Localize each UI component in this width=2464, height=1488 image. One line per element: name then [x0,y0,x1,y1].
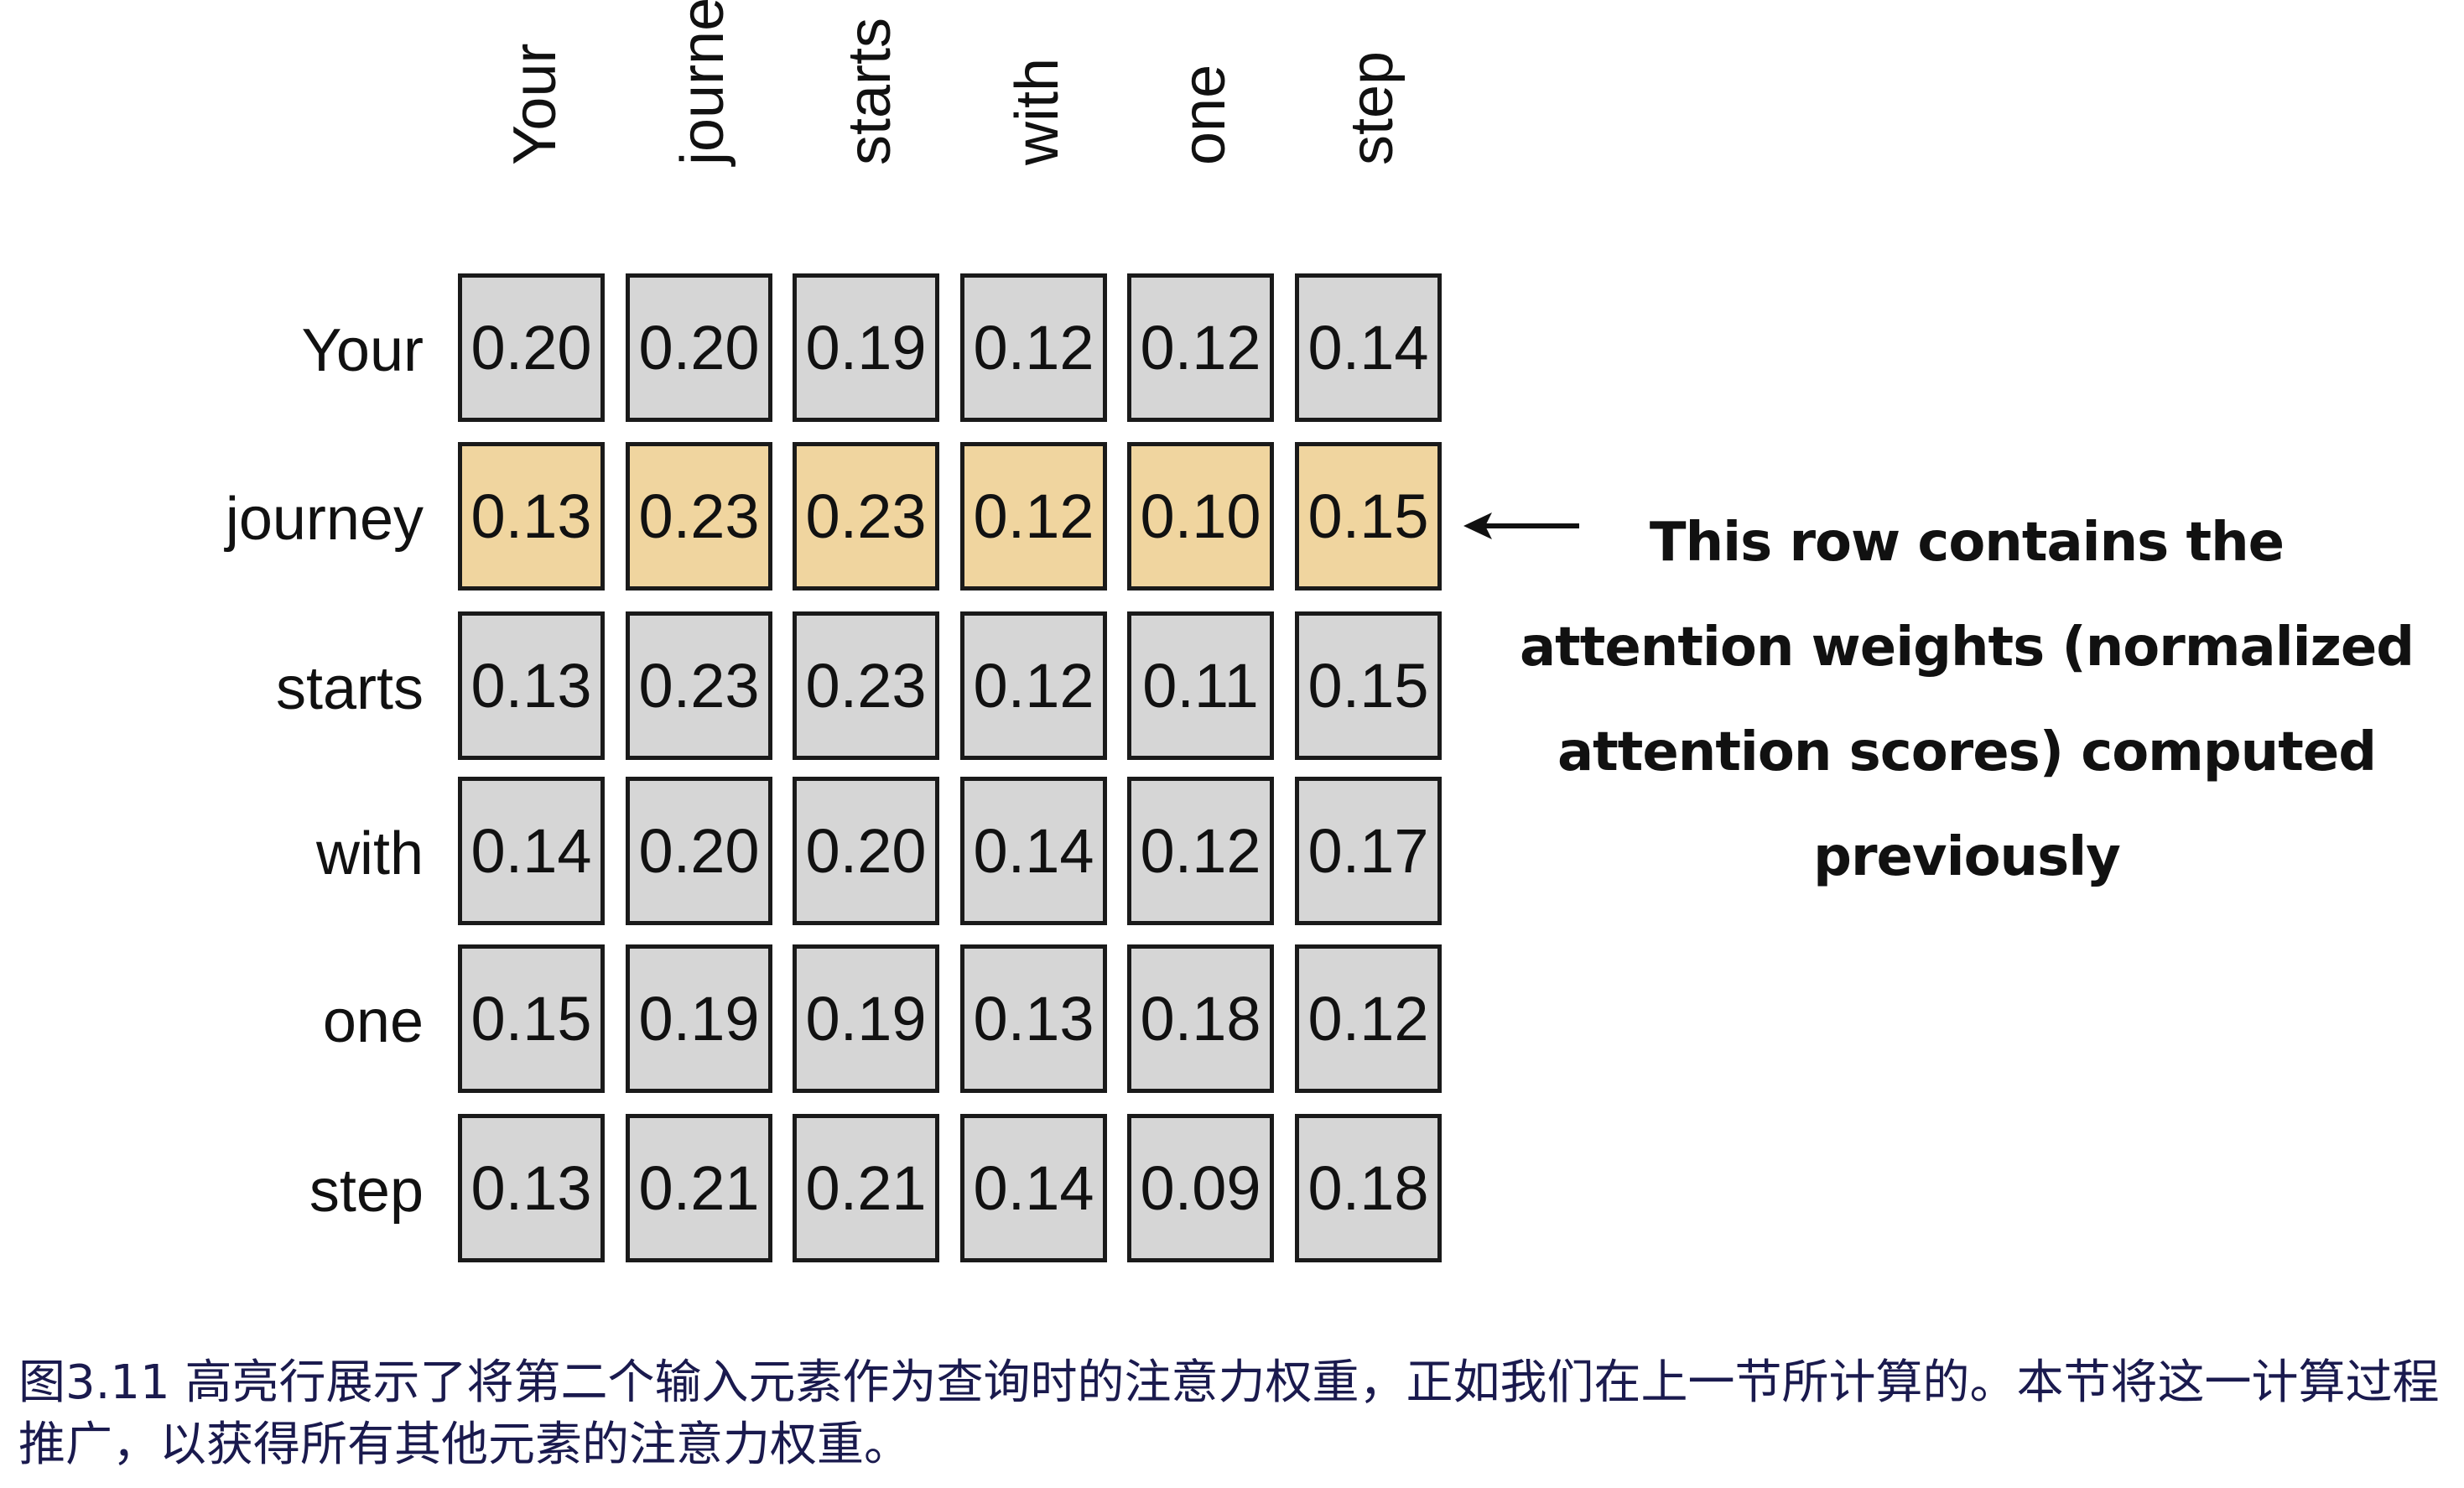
column-header-label: step [1338,50,1406,165]
figure-caption: 图3.11 高亮行展示了将第二个输入元素作为查询时的注意力权重，正如我们在上一节… [18,1355,2440,1472]
weight-cell: 0.13 [960,944,1107,1093]
annotation-line: This row contains the [1649,512,2285,574]
column-header-label: starts [835,17,903,165]
highlighted-weight-cell: 0.23 [793,442,939,591]
highlighted-weight-cell: 0.23 [626,442,772,591]
row-label: one [322,988,424,1055]
weight-cell: 0.15 [458,944,605,1093]
weight-cell: 0.18 [1127,944,1274,1093]
weight-cell: 0.23 [626,611,772,760]
weight-cell: 0.09 [1127,1114,1274,1262]
weight-cell: 0.11 [1127,611,1274,760]
weight-cell: 0.19 [793,273,939,422]
highlighted-weight-cell: 0.15 [1295,442,1442,591]
weight-cell: 0.14 [1295,273,1442,422]
weight-cell: 0.19 [793,944,939,1093]
row-label: with [315,820,424,887]
row-label: Your [301,317,424,384]
weight-cell: 0.12 [960,611,1107,760]
annotation-line: attention scores) computed [1557,721,2377,783]
column-header-label: one [1170,64,1238,165]
weight-cell: 0.17 [1295,777,1442,925]
row-label: journey [225,486,424,553]
weight-cell: 0.20 [458,273,605,422]
weight-cell: 0.21 [793,1114,939,1262]
weight-cell: 0.14 [960,1114,1107,1262]
weight-cell: 0.20 [626,777,772,925]
highlighted-weight-cell: 0.10 [1127,442,1274,591]
row-label: starts [275,655,424,722]
arrow-left-icon [1463,512,1579,539]
weight-cell: 0.20 [626,273,772,422]
annotation-line: previously [1813,826,2121,888]
weight-cell: 0.13 [458,1114,605,1262]
annotation-text: This row contains the attention weights … [1510,491,2424,910]
row-label: step [309,1158,424,1225]
weight-cell: 0.12 [1127,273,1274,422]
column-header-label: with [1003,57,1071,165]
weight-cell: 0.14 [960,777,1107,925]
column-header-label: Your [501,43,569,165]
weight-cell: 0.19 [626,944,772,1093]
highlighted-weight-cell: 0.12 [960,442,1107,591]
weight-cell: 0.18 [1295,1114,1442,1262]
weight-cell: 0.23 [793,611,939,760]
weight-cell: 0.15 [1295,611,1442,760]
highlighted-weight-cell: 0.13 [458,442,605,591]
weight-cell: 0.14 [458,777,605,925]
weight-cell: 0.20 [793,777,939,925]
weight-cell: 0.12 [1295,944,1442,1093]
column-header-label: journey [668,0,736,165]
weight-cell: 0.12 [1127,777,1274,925]
weight-cell: 0.13 [458,611,605,760]
weight-cell: 0.12 [960,273,1107,422]
weight-cell: 0.21 [626,1114,772,1262]
annotation-line: attention weights (normalized [1519,617,2415,679]
